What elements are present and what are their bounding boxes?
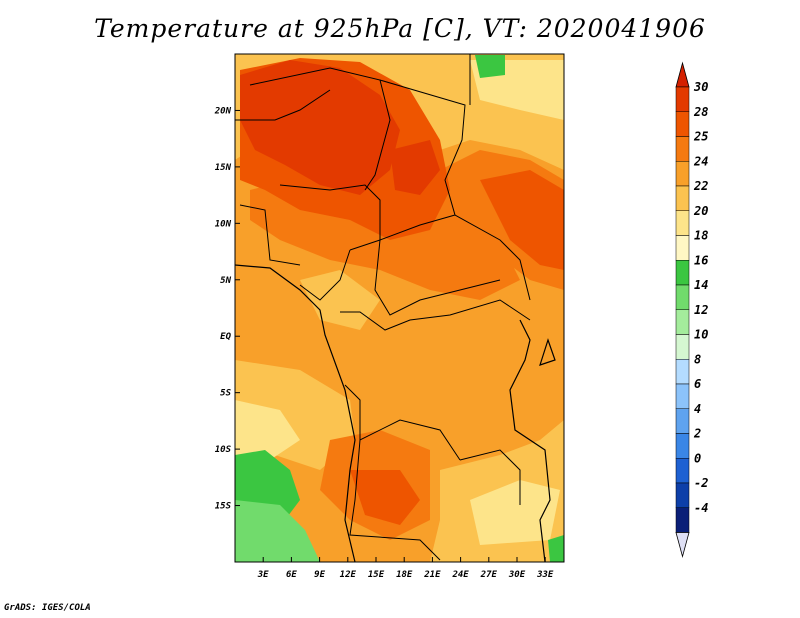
lat-tick-label: 5S [220, 389, 231, 399]
colorbar-swatch [675, 334, 690, 360]
colorbar-label: 22 [693, 179, 708, 193]
lon-tick-label: 33E [536, 570, 554, 580]
colorbar-label: 8 [694, 352, 701, 366]
colorbar-label: 28 [693, 105, 708, 119]
footer-credit: GrADS: IGES/COLA [4, 603, 91, 613]
colorbar-swatch [675, 210, 690, 236]
colorbar-swatch [675, 383, 690, 409]
colorbar-swatch [675, 284, 690, 310]
colorbar-swatch [675, 111, 690, 137]
lon-tick-label: 27E [480, 570, 498, 580]
colorbar-swatch [675, 136, 690, 162]
colorbar-label: 30 [693, 80, 708, 94]
colorbar-label: 20 [693, 204, 708, 218]
colorbar-label: 4 [694, 402, 701, 416]
colorbar-swatch [675, 235, 690, 261]
colorbar-bottom-arrow [675, 532, 690, 559]
lat-tick-label: 10N [215, 219, 232, 229]
colorbar-label: 18 [694, 229, 708, 243]
colorbar-label: 14 [694, 278, 708, 292]
colorbar-swatch [675, 185, 690, 211]
lon-tick-label: 3E [257, 570, 269, 580]
lon-tick-label: 24E [451, 570, 469, 580]
axis-frame: 3E 6E 9E 12E 15E 18E 21E 24E 27E 30E 33E 20N 15N 10N… [214, 53, 565, 580]
colorbar-swatch [675, 86, 690, 112]
lat-tick-label: EQ [220, 332, 231, 342]
colorbar-swatch [675, 161, 690, 187]
colorbar-label: 24 [693, 154, 708, 168]
lon-tick-label: 6E [286, 570, 297, 580]
colorbar-label: 16 [694, 253, 708, 267]
colorbar-swatch [675, 309, 690, 335]
colorbar-swatch [675, 458, 690, 484]
lon-tick-label: 21E [423, 570, 441, 580]
coastline [235, 264, 556, 562]
colorbar-label: -4 [694, 501, 708, 515]
colorbar-top-arrow [675, 61, 690, 88]
lon-tick-label: 30E [508, 570, 526, 580]
colorbar-label: 10 [694, 328, 708, 342]
lon-tick-label: 15E [368, 570, 385, 580]
colorbar-swatch [675, 433, 690, 459]
colorbar-swatch [675, 260, 690, 286]
colorbar-label: 0 [694, 451, 701, 465]
lat-tick-label: 10S [215, 445, 232, 455]
colorbar-label: 2 [693, 427, 701, 441]
map-title: Temperature at 925hPa [C], VT: 202004190… [94, 14, 706, 43]
colorbar-label: -2 [694, 476, 708, 490]
colorbar-label: 25 [693, 130, 708, 144]
lat-tick-label: 15S [215, 502, 232, 512]
colorbar-label: 6 [694, 377, 701, 391]
colorbar-swatch [675, 359, 690, 385]
colorbar-label: 12 [694, 303, 708, 317]
colorbar-swatch [675, 507, 690, 533]
lon-tick-label: 12E [340, 570, 357, 580]
lat-tick-label: 20N [214, 106, 232, 116]
country-borders [235, 54, 531, 561]
lon-tick-label: 18E [396, 570, 413, 580]
lat-tick-label: 5N [220, 276, 231, 286]
colorbar-swatch [675, 482, 690, 508]
lat-tick-label: 15N [215, 163, 232, 173]
colorbar-swatch [675, 408, 690, 434]
lon-tick-label: 9E [314, 570, 325, 580]
temperature-field [235, 54, 564, 562]
